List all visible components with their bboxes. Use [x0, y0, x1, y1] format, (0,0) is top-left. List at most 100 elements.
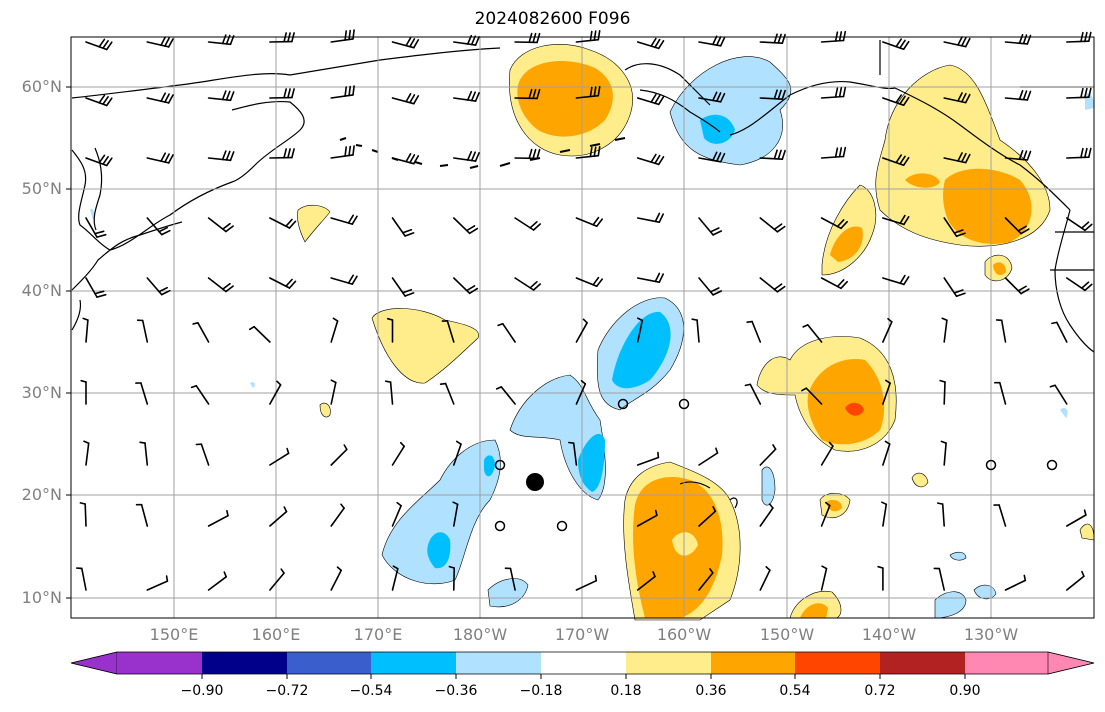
wind-barb-feather	[392, 565, 399, 570]
wind-barb-feather	[960, 36, 967, 47]
wind-barb-shaft	[330, 320, 339, 343]
wind-barb-shaft	[1056, 321, 1068, 343]
wind-barb-feather	[412, 39, 420, 49]
colorbar-extend-max	[1047, 651, 1095, 675]
wind-barb-feather	[834, 147, 839, 158]
wind-barb-feather	[658, 273, 665, 284]
colorbar-swatch	[965, 652, 1048, 674]
wind-barb-feather	[465, 225, 476, 232]
wind-barb-feather	[98, 38, 106, 48]
wind-barb-feather	[105, 97, 113, 107]
wind-barb-feather	[83, 440, 90, 445]
negative-anomaly-shading	[90, 56, 1094, 619]
wind-barb-feather	[165, 575, 169, 582]
wind-barb-feather	[452, 501, 459, 506]
wind-barb-feather	[899, 214, 906, 225]
wind-barb-feather	[899, 274, 906, 285]
wind-barb-feather	[597, 86, 601, 97]
wind-barb-feather	[468, 227, 479, 235]
wind-barb-feather	[532, 223, 542, 231]
wind-barb-feather	[332, 317, 339, 322]
wind-barb-shaft	[698, 572, 714, 591]
wind-barb-feather	[592, 216, 600, 226]
wind-barb-feather	[657, 156, 665, 166]
wind-barb-feather	[712, 505, 717, 513]
wind-barb-feather	[1022, 34, 1028, 45]
wind-barb-shaft	[207, 575, 227, 591]
wind-barb-feather	[940, 440, 947, 444]
wind-barb-feather	[1084, 87, 1088, 99]
colorbar-swatch	[626, 652, 711, 674]
wind-barb-feather	[594, 574, 598, 582]
wind-barb-feather	[776, 285, 786, 293]
wind-barb-feather	[448, 565, 456, 569]
wind-barb-feather	[902, 156, 910, 166]
wind-barb-feather	[781, 89, 786, 100]
wind-barb-feather	[291, 148, 295, 159]
wind-barb-feather	[842, 30, 847, 42]
wind-barb-feather	[94, 230, 105, 235]
axis-ticks	[66, 86, 71, 599]
wind-barb-feather	[936, 502, 944, 505]
wind-barb-shaft	[1004, 579, 1027, 591]
wind-barb-feather	[567, 441, 575, 445]
wind-barb-feather	[94, 290, 105, 295]
wind-barb-feather	[283, 88, 288, 99]
wind-barb-feather	[781, 149, 786, 160]
wind-barb-feather	[654, 94, 661, 105]
wind-barb-shaft	[501, 322, 516, 343]
wind-barb-feather	[348, 29, 352, 41]
wind-barb-feather	[164, 93, 170, 103]
wind-barb-feather	[102, 96, 109, 105]
wind-barb-feather	[712, 230, 723, 236]
wind-barb-feather	[960, 152, 967, 163]
wind-barb-feather	[955, 232, 966, 237]
wind-barb-feather	[399, 441, 406, 448]
wind-barb-feather	[348, 145, 352, 157]
wind-barb-feather	[102, 156, 109, 165]
wind-barb-feather	[96, 293, 107, 298]
wind-barb-shaft	[820, 567, 828, 591]
wind-barb-feather	[589, 86, 593, 98]
wind-barb-feather	[964, 93, 971, 104]
wind-barb-shaft	[882, 382, 891, 405]
wind-barb-feather	[744, 383, 752, 387]
colorbar-label: −0.90	[180, 683, 224, 699]
lon-label-170w: 170°W	[554, 625, 610, 644]
wind-barb-feather	[1080, 147, 1084, 159]
wind-barb-shaft	[759, 448, 777, 466]
colorbar-swatch	[711, 652, 796, 674]
wind-barb-feather	[249, 325, 255, 331]
wind-barb-feather	[880, 501, 888, 506]
wind-barb-shaft	[500, 386, 516, 405]
wind-barb-feather	[344, 146, 348, 157]
wind-barb-shaft	[941, 503, 946, 527]
wind-barb-shaft	[575, 321, 588, 343]
wind-barb-feather	[1080, 87, 1084, 99]
colorbar-swatch	[202, 652, 287, 674]
wind-barb-shaft	[698, 510, 717, 527]
wind-barb-feather	[709, 568, 714, 574]
wind-barb-feather	[836, 219, 845, 228]
wind-barb-shaft	[636, 319, 644, 343]
wind-barb-feather	[746, 320, 753, 324]
wind-barb-feather	[190, 384, 198, 389]
wind-barb-feather	[654, 212, 661, 223]
wind-barb-shaft	[998, 381, 1007, 405]
colorbar-swatch	[371, 652, 456, 674]
wind-barb-feather	[465, 285, 476, 292]
wind-barb-feather	[347, 274, 355, 284]
wind-barb-feather	[222, 282, 231, 290]
wind-barb-feather	[384, 380, 392, 383]
wind-barb-feather	[840, 280, 849, 290]
wind-barb-feather	[719, 92, 726, 103]
wind-barb-feather	[283, 148, 288, 159]
wind-barb-feather	[285, 218, 293, 227]
map-title: 2024082600 F096	[474, 9, 631, 29]
wind-barb-shaft	[806, 324, 823, 343]
wind-barb-feather	[225, 285, 234, 293]
wind-barb-shaft	[759, 507, 774, 527]
wind-barb-feather	[712, 91, 718, 102]
wind-barb-feather	[821, 565, 828, 570]
wind-barb-feather	[652, 571, 656, 578]
